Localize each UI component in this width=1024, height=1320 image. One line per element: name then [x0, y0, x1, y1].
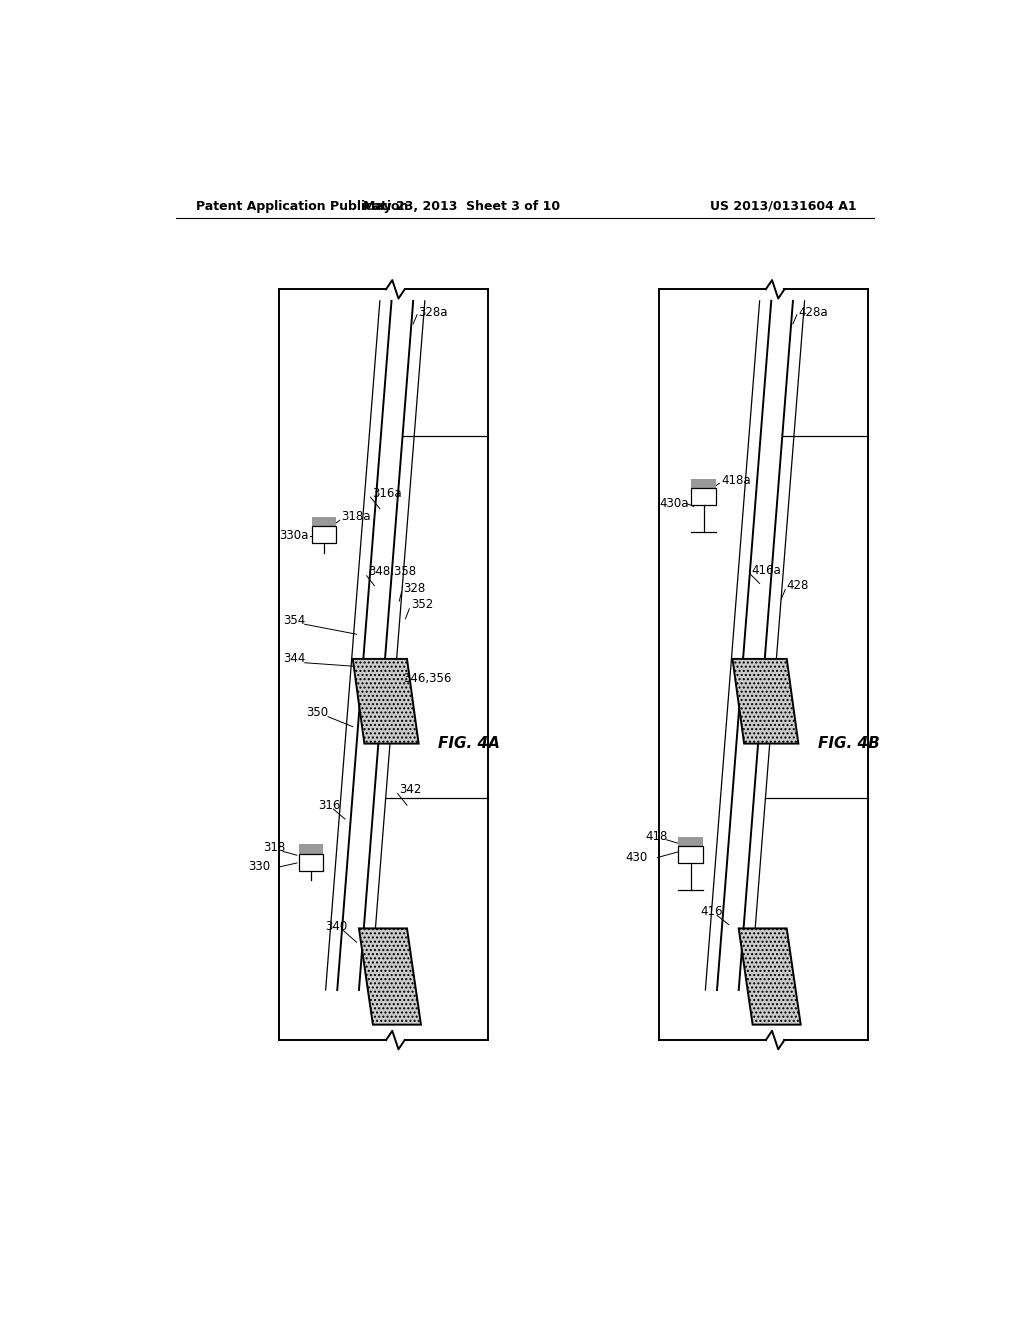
Text: 342: 342 [399, 783, 422, 796]
Text: 428: 428 [786, 579, 809, 593]
Text: 416a: 416a [752, 564, 781, 577]
Text: 350: 350 [306, 706, 329, 719]
Text: FIG. 4B: FIG. 4B [818, 737, 880, 751]
Polygon shape [738, 928, 801, 1024]
Bar [691, 479, 716, 488]
Bar [678, 846, 703, 863]
Text: 348,358: 348,358 [369, 565, 417, 578]
Text: 354: 354 [283, 614, 305, 627]
Text: 344: 344 [283, 652, 305, 665]
Polygon shape [732, 659, 799, 743]
Text: 418a: 418a [721, 474, 751, 487]
Text: 352: 352 [411, 598, 433, 611]
Text: 346,356: 346,356 [403, 672, 452, 685]
Text: 418: 418 [646, 829, 668, 842]
Text: 328a: 328a [419, 306, 449, 319]
Text: 428a: 428a [799, 306, 828, 319]
Text: 330a: 330a [280, 529, 308, 543]
Text: 328: 328 [403, 582, 425, 594]
Text: 430: 430 [626, 851, 648, 865]
Text: 318a: 318a [341, 510, 371, 523]
Text: 416: 416 [700, 906, 723, 917]
Text: Patent Application Publication: Patent Application Publication [197, 199, 409, 213]
Bar [299, 854, 324, 871]
Text: May 23, 2013  Sheet 3 of 10: May 23, 2013 Sheet 3 of 10 [362, 199, 560, 213]
Text: 318: 318 [263, 841, 286, 854]
Text: 316: 316 [317, 799, 340, 812]
Text: US 2013/0131604 A1: US 2013/0131604 A1 [710, 199, 856, 213]
Text: 430a: 430a [658, 496, 688, 510]
Text: 316a: 316a [372, 487, 401, 500]
Bar [678, 837, 703, 846]
Text: 340: 340 [326, 920, 348, 933]
Text: 330: 330 [248, 861, 270, 874]
Bar [311, 517, 337, 527]
Text: FIG. 4A: FIG. 4A [438, 737, 500, 751]
Polygon shape [352, 659, 419, 743]
Bar [691, 488, 716, 506]
Polygon shape [359, 928, 421, 1024]
Bar [311, 527, 337, 544]
Bar [299, 845, 324, 854]
